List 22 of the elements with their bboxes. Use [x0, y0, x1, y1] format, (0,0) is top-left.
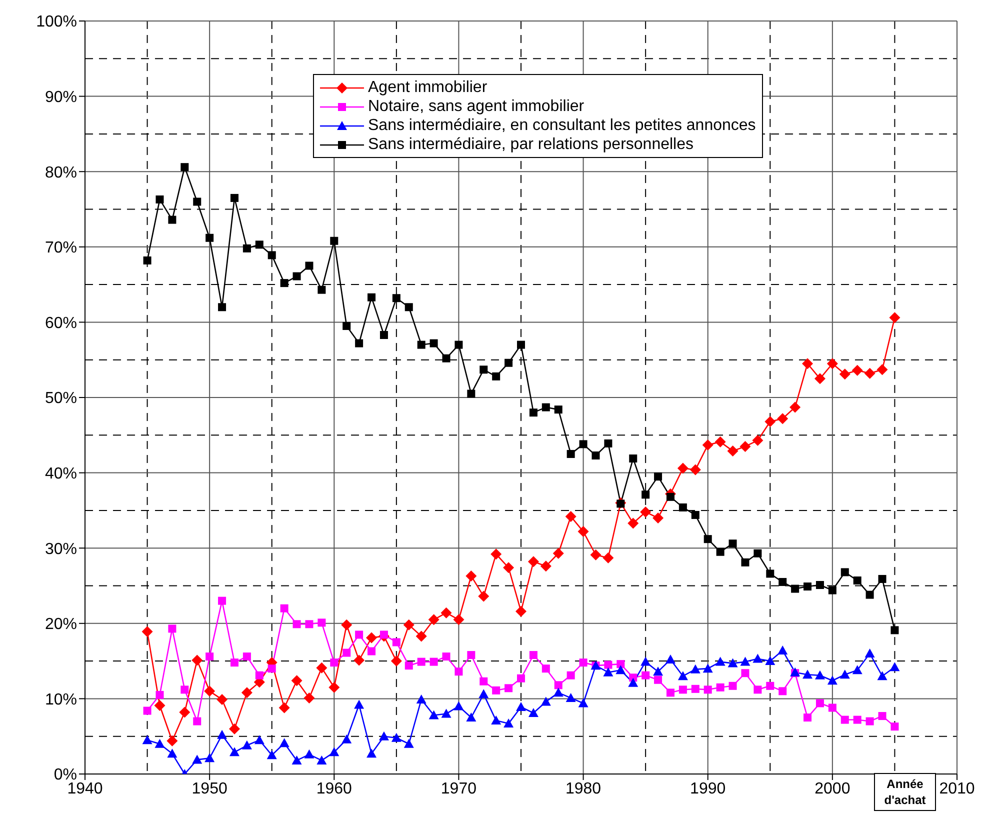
legend-label: Sans intermédiaire, par relations personnelles — [368, 135, 694, 154]
legend-label: Sans intermédiaire, en consultant les petites annonces — [368, 116, 756, 135]
y-tick-label: 30% — [44, 540, 77, 558]
y-tick-label: 60% — [44, 314, 77, 332]
x-tick-label: 1990 — [690, 780, 726, 798]
y-tick-label: 70% — [44, 240, 77, 257]
y-tick-label: 50% — [44, 390, 77, 408]
x-tick-label: 1980 — [565, 780, 602, 798]
y-tick-label: 40% — [44, 465, 77, 482]
x-tick-label: 1960 — [316, 780, 352, 798]
legend-label: Agent immobilier — [368, 78, 488, 97]
y-tick-label: 100% — [36, 14, 77, 31]
x-tick-label: 1970 — [440, 780, 477, 798]
x-tick-label: 2000 — [814, 780, 850, 798]
legend-label: Notaire, sans agent immobilier — [368, 97, 584, 116]
x-tick-label: 2010 — [939, 780, 975, 798]
y-tick-label: 20% — [44, 616, 77, 634]
text: Année d'achat — [874, 773, 936, 811]
y-tick-label: 90% — [44, 88, 77, 106]
y-tick-label: 10% — [44, 691, 77, 708]
y-tick-label: 80% — [44, 164, 77, 182]
x-tick-label: 1950 — [192, 780, 228, 798]
